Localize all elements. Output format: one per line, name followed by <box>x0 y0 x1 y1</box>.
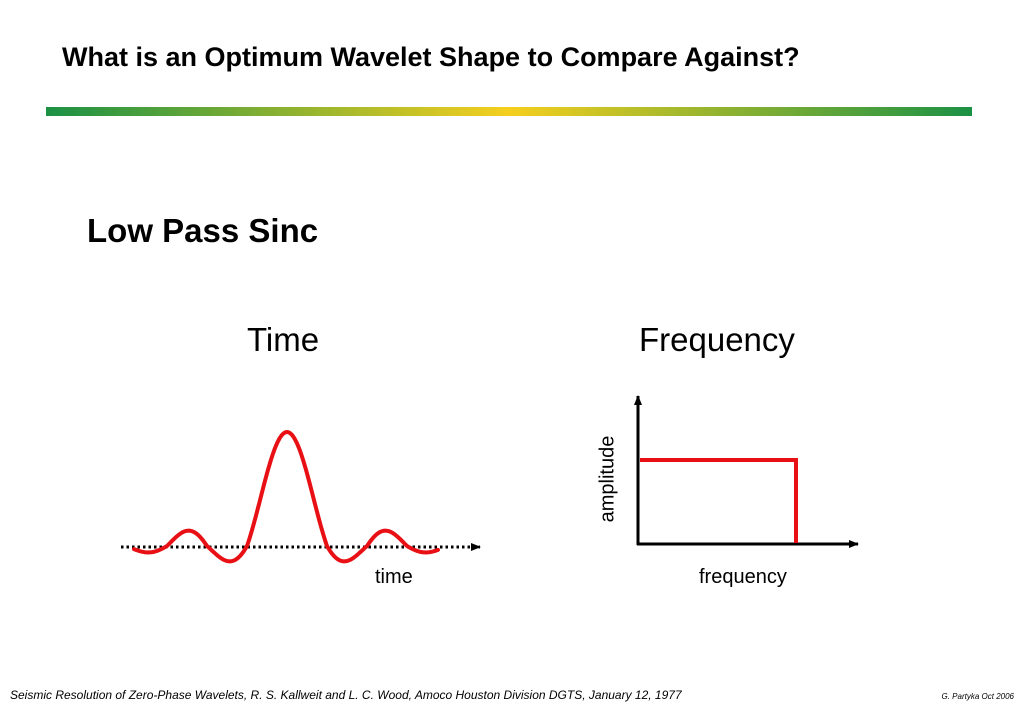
slide-title: What is an Optimum Wavelet Shape to Comp… <box>62 42 800 72</box>
frequency-axis-label: frequency <box>699 566 787 588</box>
section-subtitle: Low Pass Sinc <box>87 212 319 249</box>
amplitude-axis-label: amplitude <box>596 435 619 523</box>
title-divider-bar <box>46 107 972 116</box>
time-axis-label: time <box>375 566 413 588</box>
sinc-wavelet-curve <box>132 430 440 564</box>
footer-credit: G. Partyka Oct 2006 <box>941 692 1014 701</box>
boxcar-spectrum-curve <box>640 458 798 543</box>
frequency-panel-heading: Frequency <box>639 321 795 358</box>
footer-citation: Seismic Resolution of Zero-Phase Wavelet… <box>10 688 682 702</box>
time-panel-heading: Time <box>247 321 320 358</box>
